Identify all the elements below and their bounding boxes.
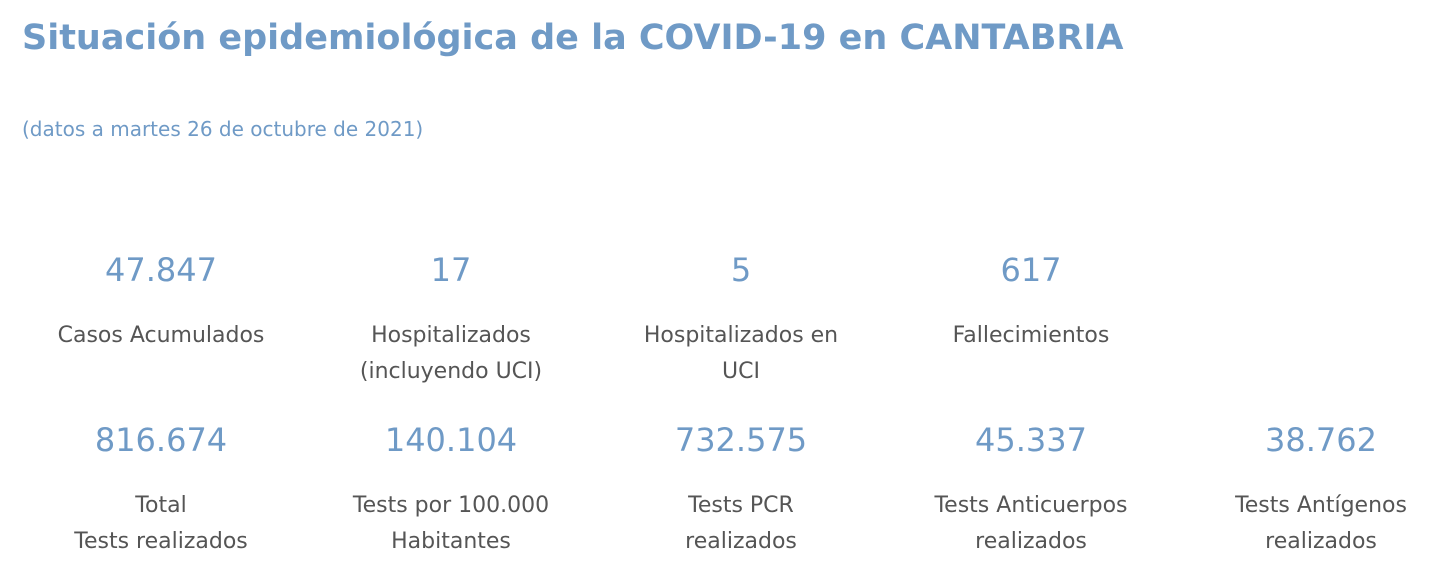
stat-label: Hospitalizados (incluyendo UCI) [359, 323, 543, 384]
stats-row-tests: 816.674 Total Tests realizados 140.104 T… [16, 420, 1440, 560]
stat-value: 617 [1000, 251, 1062, 289]
data-date: (datos a martes 26 de octubre de 2021) [22, 117, 424, 141]
stat-value: 47.847 [105, 251, 217, 289]
page-title: Situación epidemiológica de la COVID-19 … [22, 18, 1124, 58]
stat-label: Tests Antígenos realizados [1235, 493, 1407, 554]
stat-hospitalized: 17 Hospitalizados (incluyendo UCI) [306, 250, 596, 390]
stat-tests-per-100k: 140.104 Tests por 100.000 Habitantes [306, 420, 596, 560]
stat-value: 732.575 [674, 421, 808, 459]
stat-label: Tests Anticuerpos realizados [934, 493, 1128, 554]
stat-icu: 5 Hospitalizados en UCI [596, 250, 886, 390]
stat-deaths: 617 Fallecimientos [886, 250, 1176, 390]
stats-row-cases: 47.847 Casos Acumulados 17 Hospitalizado… [16, 250, 1176, 390]
stat-total-tests: 816.674 Total Tests realizados [16, 420, 306, 560]
stat-label: Fallecimientos [952, 323, 1110, 348]
stat-label: Tests PCR realizados [685, 493, 797, 554]
stat-value: 140.104 [384, 421, 518, 459]
stat-label: Tests por 100.000 Habitantes [352, 493, 550, 554]
stat-pcr-tests: 732.575 Tests PCR realizados [596, 420, 886, 560]
stat-value: 5 [730, 251, 752, 289]
stat-label: Casos Acumulados [57, 323, 265, 348]
stat-label: Total Tests realizados [74, 493, 248, 554]
stat-value: 816.674 [94, 421, 228, 459]
stat-value: 45.337 [975, 421, 1087, 459]
stat-antibody-tests: 45.337 Tests Anticuerpos realizados [886, 420, 1176, 560]
stat-antigen-tests: 38.762 Tests Antígenos realizados [1176, 420, 1440, 560]
stat-cumulative-cases: 47.847 Casos Acumulados [16, 250, 306, 390]
stat-label: Hospitalizados en UCI [643, 323, 839, 384]
stat-value: 38.762 [1265, 421, 1377, 459]
stat-value: 17 [430, 251, 472, 289]
